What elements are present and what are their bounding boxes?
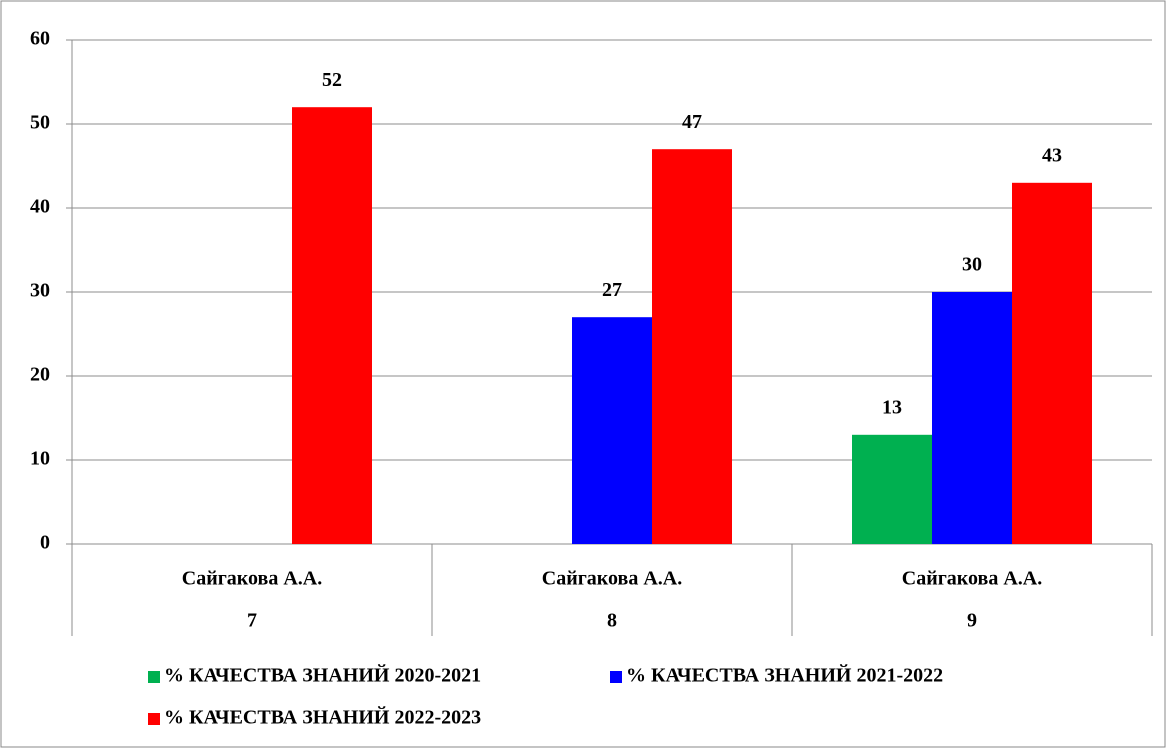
legend-label: % КАЧЕСТВА ЗНАНИЙ 2021-2022 <box>626 664 943 687</box>
x-tick-label: 9 <box>967 610 977 632</box>
data-label: 52 <box>322 69 342 91</box>
y-tick-label: 50 <box>30 112 50 134</box>
y-tick-label: 0 <box>40 532 50 554</box>
legend-label: % КАЧЕСТВА ЗНАНИЙ 2022-2023 <box>164 706 481 729</box>
bar <box>652 149 732 544</box>
y-tick-label: 40 <box>30 196 50 218</box>
data-label: 30 <box>962 254 982 276</box>
legend-label: % КАЧЕСТВА ЗНАНИЙ 2020-2021 <box>164 664 481 687</box>
x-tick-label: Сайгакова А.А. <box>542 568 683 590</box>
x-tick-label: Сайгакова А.А. <box>902 568 1043 590</box>
bar <box>1012 182 1092 545</box>
y-tick-label: 60 <box>30 28 50 50</box>
data-label: 47 <box>682 111 702 133</box>
data-label: 13 <box>882 396 902 418</box>
data-label: 27 <box>602 279 622 301</box>
bar <box>932 292 1012 544</box>
legend-swatch <box>148 671 160 683</box>
y-tick-label: 20 <box>30 364 50 386</box>
x-tick-label: Сайгакова А.А. <box>182 568 323 590</box>
bar <box>572 317 652 544</box>
bar <box>292 107 372 544</box>
data-label: 43 <box>1042 144 1062 166</box>
bar <box>852 434 932 544</box>
x-tick-label: 7 <box>247 610 257 632</box>
x-tick-label: 8 <box>607 610 617 632</box>
y-tick-label: 10 <box>30 448 50 470</box>
legend-swatch <box>610 671 622 683</box>
legend-swatch <box>148 713 160 725</box>
y-tick-label: 30 <box>30 280 50 302</box>
